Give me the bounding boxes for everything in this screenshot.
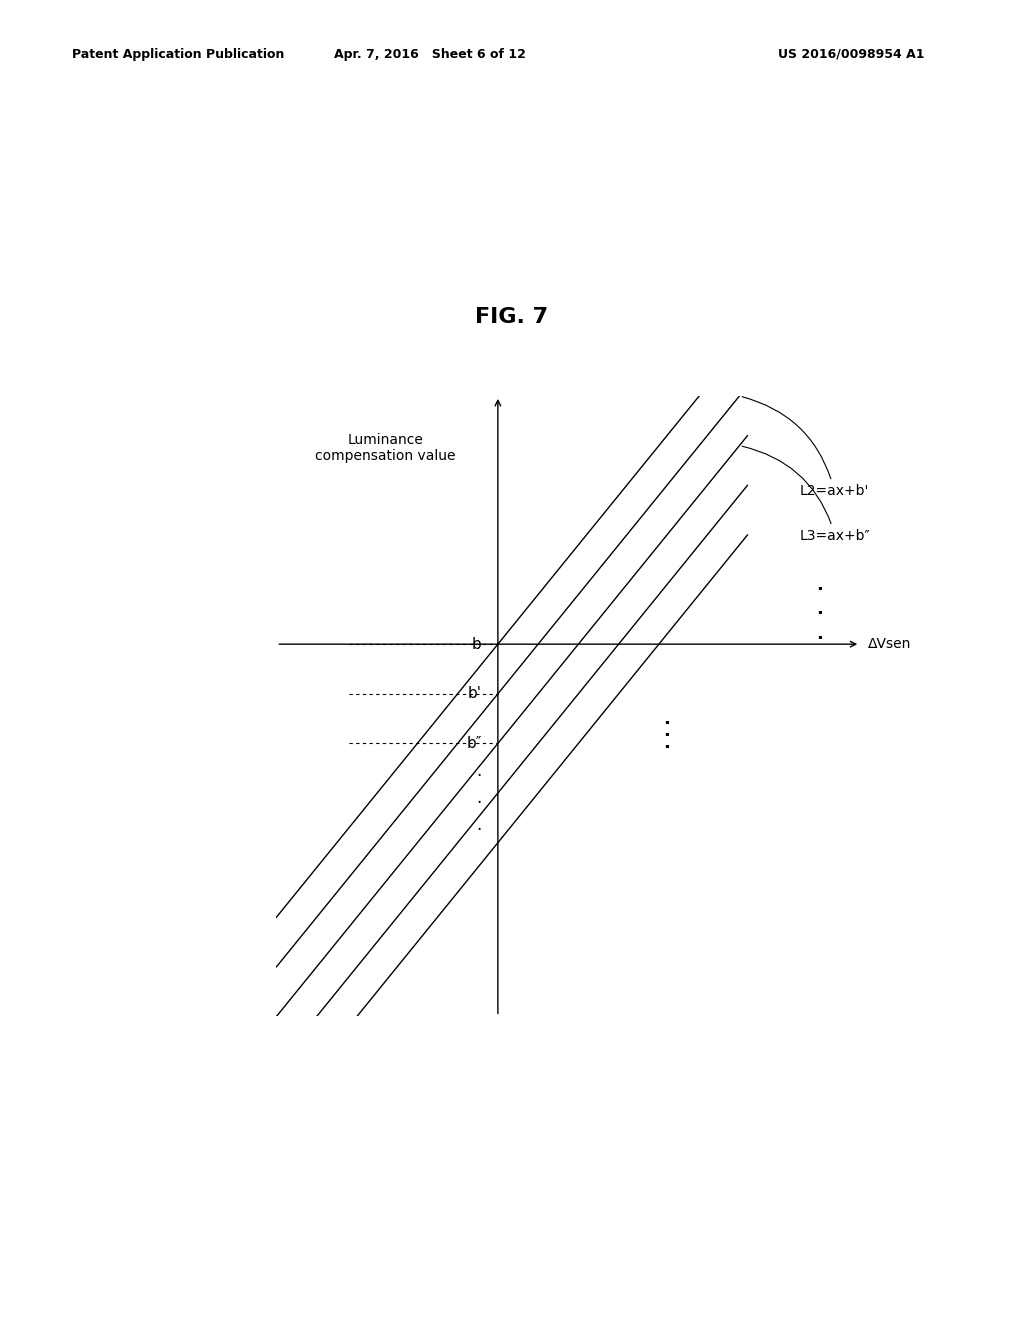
Text: .: . bbox=[476, 816, 481, 834]
Text: .: . bbox=[664, 710, 671, 727]
Text: L3=ax+b″: L3=ax+b″ bbox=[742, 446, 870, 543]
Text: b': b' bbox=[468, 686, 481, 701]
Text: b: b bbox=[472, 636, 481, 652]
Text: FIG. 7: FIG. 7 bbox=[475, 306, 549, 327]
Text: .: . bbox=[664, 722, 671, 741]
Text: .: . bbox=[816, 576, 823, 594]
Text: .: . bbox=[816, 626, 823, 643]
Text: Luminance
compensation value: Luminance compensation value bbox=[315, 433, 456, 463]
Text: Apr. 7, 2016   Sheet 6 of 12: Apr. 7, 2016 Sheet 6 of 12 bbox=[334, 48, 526, 61]
Text: L2=ax+b': L2=ax+b' bbox=[742, 397, 869, 498]
Text: Patent Application Publication: Patent Application Publication bbox=[72, 48, 284, 61]
Text: .: . bbox=[816, 601, 823, 618]
Text: b″: b″ bbox=[466, 737, 481, 751]
Text: .: . bbox=[664, 734, 671, 752]
Text: .: . bbox=[476, 762, 481, 780]
Text: US 2016/0098954 A1: US 2016/0098954 A1 bbox=[778, 48, 925, 61]
Text: ΔVsen: ΔVsen bbox=[868, 638, 911, 651]
Text: .: . bbox=[476, 789, 481, 807]
